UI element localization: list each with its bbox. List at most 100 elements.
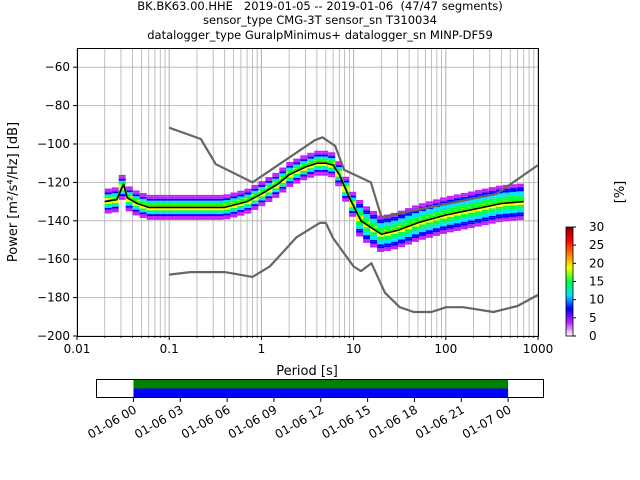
- heatmap-cell: [495, 195, 503, 198]
- heatmap-cell: [516, 189, 524, 192]
- heatmap-cell: [181, 196, 189, 199]
- heatmap-cell: [237, 213, 245, 216]
- heatmap-cell: [272, 195, 280, 198]
- heatmap-cell: [111, 200, 119, 203]
- coverage-tick-label: 01-06 09: [226, 402, 280, 441]
- heatmap-cell: [139, 194, 147, 197]
- heatmap-cell: [502, 192, 510, 195]
- heatmap-cell: [502, 188, 510, 191]
- coverage-tick-label: 01-07 00: [460, 402, 514, 441]
- heatmap-cell: [516, 212, 524, 215]
- heatmap-cell: [321, 166, 329, 168]
- heatmap-cell: [258, 186, 266, 189]
- heatmap-cell: [370, 216, 378, 219]
- heatmap-cell: [460, 217, 468, 220]
- heatmap-cell: [495, 199, 503, 202]
- heatmap-cell: [418, 235, 426, 238]
- heatmap-cell: [216, 210, 224, 213]
- heatmap-cell: [391, 222, 399, 225]
- heatmap-cell: [216, 216, 224, 218]
- heatmap-cell: [453, 213, 461, 216]
- heatmap-cell: [272, 174, 280, 177]
- heatmap-cell: [258, 200, 266, 203]
- heatmap-cell: [125, 199, 133, 202]
- heatmap-cell: [342, 194, 350, 196]
- heatmap-cell: [453, 228, 461, 231]
- heatmap-cell: [146, 196, 154, 199]
- heatmap-cell: [356, 211, 364, 214]
- heatmap-cell: [314, 156, 322, 159]
- heatmap-cell: [153, 212, 161, 215]
- heatmap-cell: [349, 205, 357, 208]
- heatmap-cell: [160, 200, 168, 203]
- heatmap-cell: [405, 213, 412, 216]
- heatmap-cell: [432, 233, 440, 236]
- heatmap-cell: [363, 229, 371, 232]
- heatmap-cell: [258, 194, 266, 197]
- heatmap-cell: [118, 195, 126, 198]
- heatmap-cell: [516, 214, 524, 217]
- heatmap-cell: [370, 212, 378, 215]
- heatmap-cell: [328, 154, 336, 157]
- heatmap-cell: [216, 202, 224, 205]
- heatmap-cell: [467, 210, 475, 213]
- heatmap-cell: [509, 205, 517, 208]
- heatmap-cell: [391, 241, 399, 244]
- heatmap-cell: [335, 167, 343, 169]
- heatmap-cell: [432, 201, 440, 204]
- heatmap-cell: [474, 199, 482, 202]
- heatmap-cell: [474, 211, 482, 214]
- heatmap-cell: [398, 245, 406, 248]
- heatmap-cell: [223, 194, 231, 197]
- heatmap-cell: [391, 243, 399, 246]
- heatmap-cell: [125, 201, 133, 204]
- heatmap-cell: [460, 206, 468, 209]
- heatmap-cell: [265, 178, 273, 181]
- heatmap-cell: [188, 200, 196, 203]
- heatmap-cell: [488, 210, 496, 213]
- heatmap-cell: [474, 222, 482, 225]
- heatmap-cell: [223, 211, 231, 214]
- heatmap-cell: [405, 227, 412, 230]
- heatmap-cell: [488, 187, 496, 190]
- heatmap-cell: [216, 194, 224, 197]
- heatmap-cell: [418, 228, 426, 231]
- heatmap-cell: [411, 236, 419, 239]
- heatmap-cell: [418, 233, 426, 236]
- x-tick-label: 10: [346, 342, 361, 356]
- heatmap-cell: [460, 223, 468, 226]
- heatmap-cell: [488, 221, 496, 224]
- heatmap-cell: [384, 227, 392, 230]
- heatmap-cell: [495, 220, 503, 223]
- heatmap-cell: [111, 189, 119, 192]
- heatmap-cell: [495, 187, 503, 190]
- heatmap-cell: [139, 198, 147, 201]
- heatmap-cell: [502, 215, 510, 218]
- heatmap-cell: [167, 196, 175, 199]
- plot-frame: [77, 48, 539, 337]
- heatmap-cell: [132, 209, 140, 212]
- heatmap-cell: [153, 200, 161, 203]
- heatmap-cell: [328, 156, 336, 159]
- heatmap-cell: [160, 217, 168, 220]
- heatmap-cell: [384, 243, 392, 246]
- heatmap-cell: [300, 172, 308, 175]
- x-tick-label: 0.01: [64, 342, 91, 356]
- heatmap-cell: [230, 200, 238, 203]
- heatmap-cell: [139, 212, 147, 215]
- heatmap-cell: [418, 210, 426, 213]
- heatmap-cell: [425, 235, 433, 238]
- heatmap-cell: [516, 193, 524, 196]
- heatmap-cell: [363, 231, 371, 234]
- heatmap-cell: [384, 226, 392, 228]
- heatmap-cell: [300, 168, 308, 171]
- heatmap-cell: [460, 202, 468, 205]
- heatmap-cell: [467, 191, 475, 194]
- coverage-bar: [133, 388, 509, 397]
- heatmap-cell: [335, 161, 343, 164]
- heatmap-cell: [384, 237, 392, 240]
- heatmap-cell: [314, 166, 322, 168]
- heatmap-cell: [356, 209, 364, 212]
- heatmap-cell: [279, 190, 287, 193]
- heatmap-cell: [391, 234, 399, 236]
